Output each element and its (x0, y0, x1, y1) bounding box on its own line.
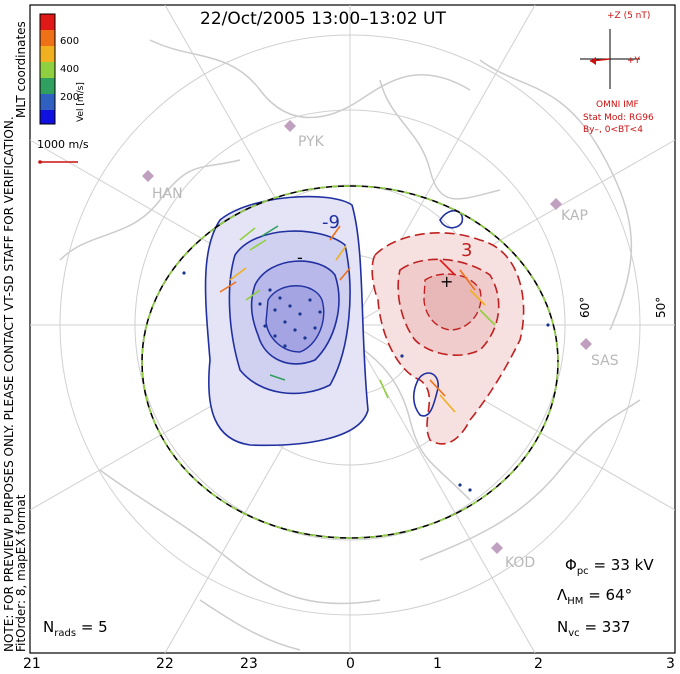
imf-condition: By–, 0<BT<4 (583, 125, 643, 135)
coords-note: MLT coordinates (14, 21, 28, 118)
mlt-tick-2: 2 (534, 656, 543, 672)
velocity-scale-bar (38, 160, 78, 164)
radar-sites (142, 120, 592, 554)
imf-source: OMNI IMF (596, 100, 639, 110)
radar-label-pyk: PYK (298, 134, 324, 150)
imf-model: Stat Mod: RG96 (583, 113, 654, 123)
dawn-potential-cell (371, 232, 525, 445)
velocity-vectors (219, 225, 496, 413)
velocity-scale-label: 1000 m/s (37, 138, 89, 151)
stat-phi-pc: Φpc = 33 kV (565, 556, 654, 577)
stat-n-vc: Nvc = 337 (557, 618, 631, 639)
map-frame (29, 4, 676, 654)
minimum-marker: - (297, 248, 303, 267)
contour-label-3: 3 (461, 240, 473, 261)
mlt-tick-21: 21 (23, 656, 41, 672)
maximum-marker: + (440, 272, 454, 291)
mlt-tick-23: 23 (240, 656, 258, 672)
radar-label-kod: KOD (505, 555, 536, 571)
mlt-tick-1: 1 (433, 656, 442, 672)
radar-label-han: HAN (152, 186, 183, 202)
minor-contours (412, 210, 464, 417)
imf-clock-dial (580, 29, 640, 89)
colorbar-tick-600: 600 (60, 36, 80, 47)
lat-label-60: 60° (578, 296, 592, 318)
velocity-colorbar (39, 13, 56, 125)
radar-label-sas: SAS (591, 353, 619, 369)
imf-y-label: +Y (627, 56, 641, 66)
stat-n-rads: Nrads = 5 (43, 618, 108, 639)
map-title: 22/Oct/2005 13:00–13:02 UT (200, 9, 446, 29)
hm-boundary-dash (141, 185, 559, 539)
lat-label-50: 50° (654, 296, 668, 318)
stat-lambda-hm: ΛHM = 64° (557, 586, 633, 607)
mlt-tick-3: 3 (666, 656, 675, 672)
contour-label-neg9: -9 (322, 212, 340, 233)
coastlines (59, 39, 641, 651)
radar-label-kap: KAP (561, 208, 588, 224)
fit-order-note: FitOrder: 8, mapEX format (14, 494, 28, 652)
mlt-tick-0: 0 (346, 656, 355, 672)
colorbar-tick-400: 400 (60, 64, 80, 75)
mlt-tick-22: 22 (156, 656, 174, 672)
vector-origins (182, 271, 550, 492)
imf-header: +Z (5 nT) (607, 11, 651, 21)
dusk-potential-cell (204, 195, 369, 447)
colorbar-tick-200: 200 (60, 92, 80, 103)
